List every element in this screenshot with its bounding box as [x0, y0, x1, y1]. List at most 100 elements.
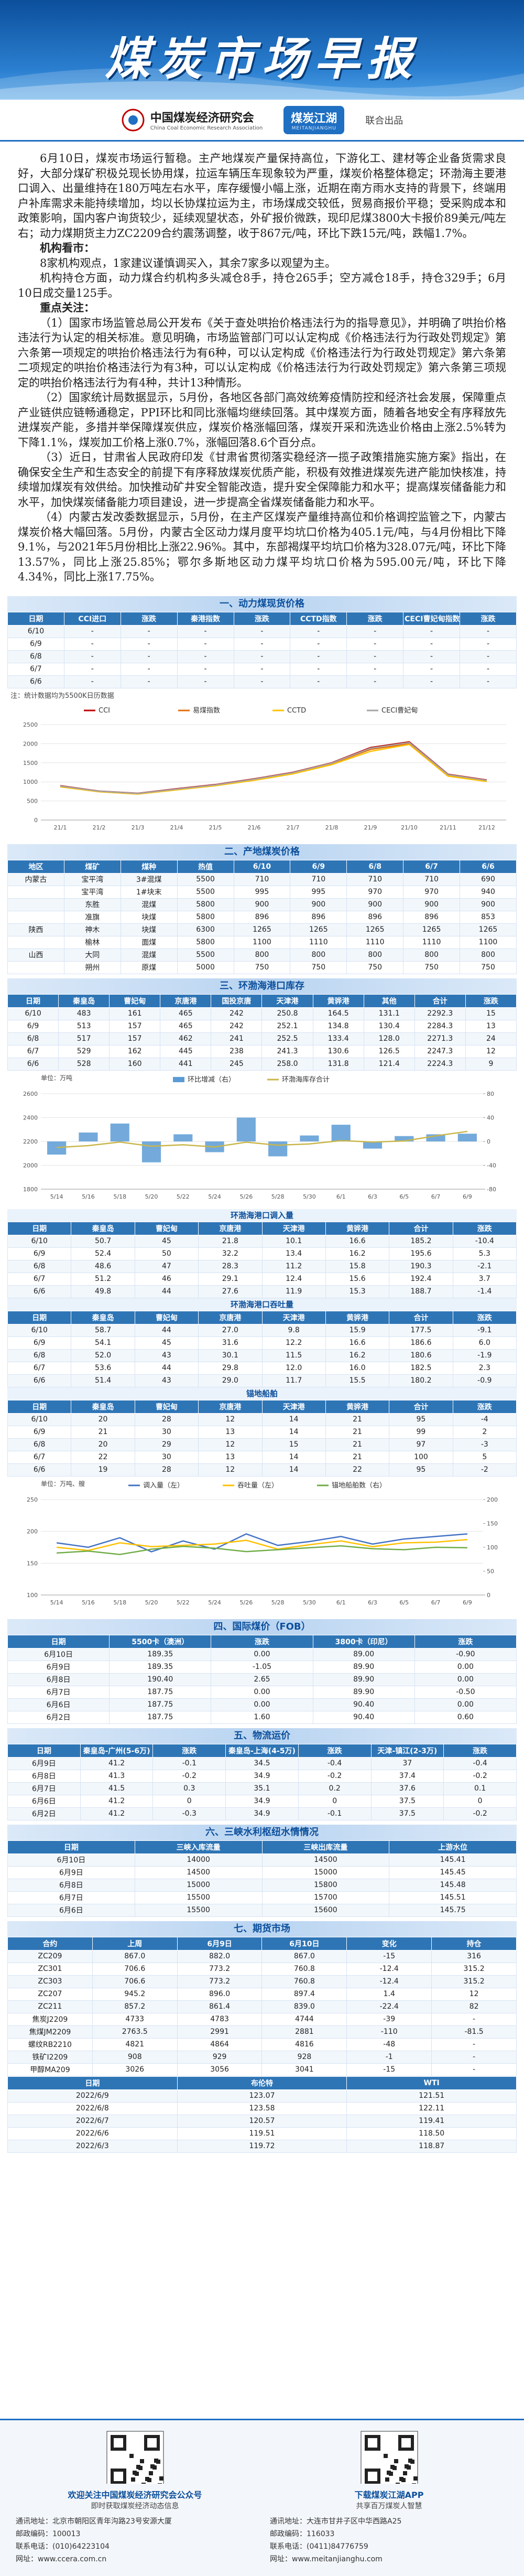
table-cell: 13.4	[261, 1247, 326, 1260]
table-cell: 6/9	[7, 1425, 72, 1439]
table-cell: -	[346, 637, 404, 651]
table-cell: -	[460, 662, 517, 676]
table-cell: 750	[290, 961, 347, 974]
bar	[47, 1141, 67, 1155]
section: 六、三峡水利枢纽水情情况 日期 三峡入库流量 三峡出库流量 上游水位 6月10日 14000…	[7, 1824, 517, 1917]
contact-line: 通讯地址：大连市甘井子区中华西路A25	[270, 2517, 402, 2526]
column-header: 京唐港	[198, 1399, 263, 1414]
table-row: 6月10日 14000 14500 145.41	[7, 1853, 517, 1867]
header-row: 日期 秦皇岛-广州(5-6万) 涨跌 秦皇岛-上海(4-5万) 涨跌 天津-镇江(2-3万…	[7, 1743, 517, 1758]
column-header: 3800卡（印尼）	[312, 1634, 415, 1648]
table-cell: 134.8	[312, 1019, 364, 1033]
footer: 欢迎关注中国煤炭经济研究会公众号 即时获取煤炭经济动态信息 通讯地址：北京市朝阳区青…	[0, 2419, 524, 2576]
data-table: 日期 CCI进口 涨跌 秦港指数 涨跌 CCTD指数 涨跌 CECI曹妃甸指数 涨跌 6/10- -…	[7, 611, 517, 688]
data-table: 日期 秦皇岛 曹妃甸 京唐港 天津港 黄骅港 合计 涨跌 6/10 58.7 44 27.0 9.8 15…	[7, 1310, 517, 1387]
column-header: 地区	[7, 859, 64, 874]
table-cell: 43	[134, 1349, 199, 1362]
table-cell: 21	[325, 1438, 390, 1451]
note: 注：统计数据均为5500K日历数据	[10, 692, 114, 700]
table-cell: 0.00	[211, 1685, 313, 1699]
table-cell: 30	[134, 1450, 199, 1464]
banner: 煤炭市场早报	[0, 0, 524, 100]
table-cell: ZC211	[7, 2000, 93, 2013]
column-header: 热值	[177, 859, 234, 874]
table-cell: 20	[71, 1438, 135, 1451]
table-cell: 315.2	[431, 1962, 517, 1976]
column-header: 涨跌	[443, 1743, 517, 1758]
table-cell: -10.4	[452, 1234, 517, 1248]
x-tick-label: 6/7	[431, 1599, 441, 1606]
legend-label: 吞吐量（左）	[237, 1482, 278, 1490]
column-header: 日期	[7, 994, 59, 1008]
table-cell: 928	[261, 2050, 347, 2064]
table-row: 6/10 58.7 44 27.0 9.8 15.9 177.5 -9.1	[7, 1323, 517, 1337]
table-cell: 6月8日	[7, 1769, 81, 1783]
footer-column: 下载煤炭江湖APP 共享百万煤炭人智慧 通讯地址：大连市甘井子区中华西路A25 邮政编…	[270, 2431, 508, 2566]
table-cell: 15.6	[325, 1272, 390, 1286]
table-cell: -0.90	[414, 1647, 517, 1661]
partner-logo: 煤炭江湖 MEITANJIANGHU	[283, 105, 345, 134]
table-cell: 19	[71, 1463, 135, 1476]
table-cell: 121.51	[346, 2089, 517, 2103]
table-row: 6/6 49.8 44 27.6 11.9 15.3 188.7 -1.4	[7, 1285, 517, 1298]
qr-dot	[399, 2477, 403, 2481]
table-cell: 800	[346, 948, 404, 962]
table-cell: 1100	[233, 935, 291, 949]
y2-tick-label: 150	[487, 1520, 498, 1527]
table-cell: 12	[431, 1987, 517, 2001]
table-cell: 316	[431, 1949, 517, 1963]
table-row: 6月7日 187.75 0.00 89.90 -0.50	[7, 1685, 517, 1699]
table-cell: 900	[233, 898, 291, 911]
table-cell: 180.2	[389, 1374, 453, 1387]
table-cell: -	[63, 637, 121, 651]
y-tick-label: 1000	[23, 779, 38, 785]
qr-dot	[150, 2464, 155, 2469]
column-header: 秦皇岛	[71, 1221, 135, 1235]
org-logo: 中国煤炭经济研究会 China Coal Economic Research As…	[121, 108, 263, 132]
table-cell: 34.9	[225, 1807, 299, 1820]
table-row: 6/8- - - - - - - -	[7, 650, 517, 663]
table-row: 宝平湾 1#块末 5500 995 995 970 970 940	[7, 885, 517, 899]
x-tick-label: 21/12	[478, 824, 495, 831]
table-cell: 0.1	[443, 1782, 517, 1795]
table-cell: 0.00	[211, 1647, 313, 1661]
table-row: 甲醇MA209 3026 3056 3041 -15-	[7, 2063, 517, 2076]
table-cell: 995	[233, 885, 291, 899]
joint-label: 联合出品	[365, 115, 403, 126]
column-header: 日期	[7, 1634, 110, 1648]
table-cell: 867.0	[92, 1949, 178, 1963]
table-cell: 32.2	[198, 1247, 263, 1260]
table-cell: 21	[325, 1425, 390, 1439]
table-cell: 15800	[261, 1878, 390, 1892]
table-cell: 6月6日	[7, 1698, 110, 1711]
table-cell: 6月6日	[7, 1794, 81, 1808]
table-cell: 121.4	[363, 1057, 415, 1071]
table-row: 6/10 50.7 45 21.8 10.1 16.6 185.2 -10.4	[7, 1234, 517, 1248]
column-header: CECI曹妃甸指数	[403, 611, 460, 626]
table-cell: 27.0	[198, 1323, 263, 1337]
table-cell: 铁矿I2209	[7, 2050, 93, 2064]
qr-dot	[411, 2483, 416, 2484]
table-cell: 9.8	[261, 1323, 326, 1337]
table-cell: -2.1	[452, 1259, 517, 1273]
header-row: 日期 秦皇岛 曹妃甸 京唐港 天津港 黄骅港 合计 涨跌	[7, 1399, 517, 1414]
table-cell: -1.9	[452, 1349, 517, 1362]
qr-dot	[394, 2459, 398, 2463]
qr-finder-inner	[113, 2438, 123, 2448]
table-cell: 89.90	[312, 1660, 415, 1674]
table-row: 6/7 51.2 46 29.1 12.4 15.6 192.4 3.7	[7, 1272, 517, 1286]
y-tick-label: 250	[27, 1496, 38, 1503]
x-tick-label: 21/5	[209, 824, 222, 831]
y-tick-label: 2000	[23, 1162, 38, 1169]
table-cell: 710	[346, 872, 404, 886]
table-cell: -	[403, 662, 460, 676]
table-cell: -	[460, 675, 517, 688]
table-cell: 9	[465, 1057, 517, 1071]
table-cell: 6/9	[7, 1336, 72, 1350]
table-cell: 4864	[177, 2038, 263, 2051]
table-cell: 37.5	[370, 1807, 444, 1820]
table-row: 6月9日 189.35 -1.05 89.90 0.00	[7, 1660, 517, 1674]
contact-line: 网址：www.ccera.com.cn	[16, 2555, 107, 2563]
table-cell: 0.00	[414, 1660, 517, 1674]
column-header: 合约	[7, 1936, 93, 1950]
